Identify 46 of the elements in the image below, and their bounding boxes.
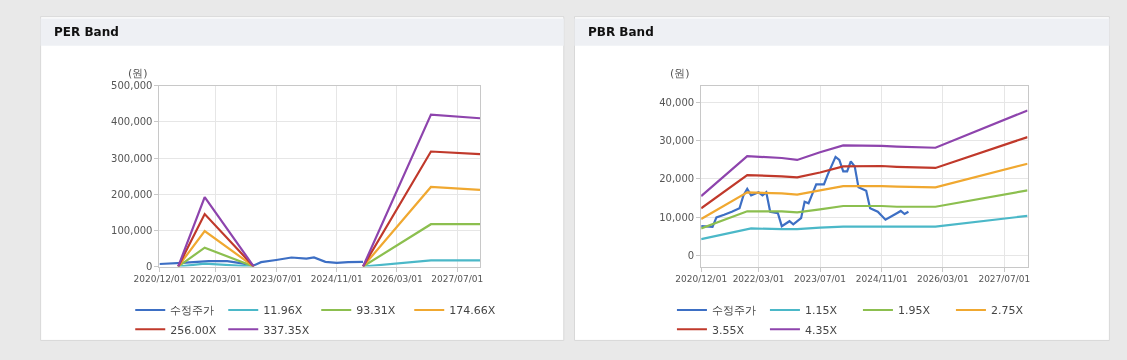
y-tick-label: 100,000: [111, 224, 153, 236]
legend-label: 3.55X: [711, 323, 745, 337]
x-tick-label: 2023/07/01: [794, 274, 846, 285]
line-series: [701, 109, 1028, 198]
y-tick-label: 40,000: [659, 97, 695, 109]
x-tick-label: 2022/03/01: [732, 274, 785, 285]
y-tick-label: 10,000: [659, 211, 695, 223]
x-tick-label: 2024/11/01: [855, 274, 908, 285]
legend-label: 174.66X: [449, 304, 496, 318]
line-series: [701, 135, 1028, 210]
line-series: [701, 214, 1028, 241]
legend-label: 256.00X: [170, 323, 217, 337]
x-tick-label: 2020/12/01: [675, 274, 728, 285]
line-series: [701, 155, 910, 229]
y-tick-label: 200,000: [111, 188, 153, 200]
x-tick-label: 2026/03/01: [916, 274, 969, 285]
legend-label: 1.15X: [804, 304, 838, 318]
legend-label: 93.31X: [356, 304, 396, 318]
x-tick-label: 2024/11/01: [310, 274, 363, 285]
legend-label: 수정주가: [711, 304, 756, 318]
y-tick-label: 400,000: [111, 116, 153, 128]
x-tick-label: 2027/07/01: [431, 274, 484, 285]
legend-label: 4.35X: [804, 323, 838, 337]
y-axis-title: (원): [128, 67, 148, 80]
line-series: [159, 256, 365, 267]
x-tick-label: 2027/07/01: [978, 274, 1031, 285]
y-tick-label: 0: [687, 249, 695, 261]
legend-label: 2.75X: [990, 304, 1024, 318]
line-series: [701, 189, 1028, 230]
x-tick-label: 2023/07/01: [250, 274, 303, 285]
chart-title: PER Band: [54, 25, 119, 39]
y-tick-label: 0: [146, 261, 153, 273]
legend-label: 11.96X: [263, 304, 303, 318]
x-tick-label: 2026/03/01: [370, 274, 423, 285]
x-tick-label: 2022/03/01: [189, 274, 242, 285]
x-tick-label: 2020/12/01: [133, 274, 186, 285]
legend-label: 1.95X: [897, 304, 931, 318]
line-series: [701, 162, 1028, 221]
chart-title: PBR Band: [588, 25, 654, 39]
y-tick-label: 30,000: [659, 135, 695, 147]
legend-label: 수정주가: [170, 304, 215, 318]
y-tick-label: 20,000: [659, 173, 695, 185]
y-axis-title: (원): [670, 67, 690, 80]
y-tick-label: 300,000: [111, 152, 153, 164]
y-tick-label: 500,000: [111, 80, 153, 92]
legend-label: 337.35X: [263, 323, 310, 337]
